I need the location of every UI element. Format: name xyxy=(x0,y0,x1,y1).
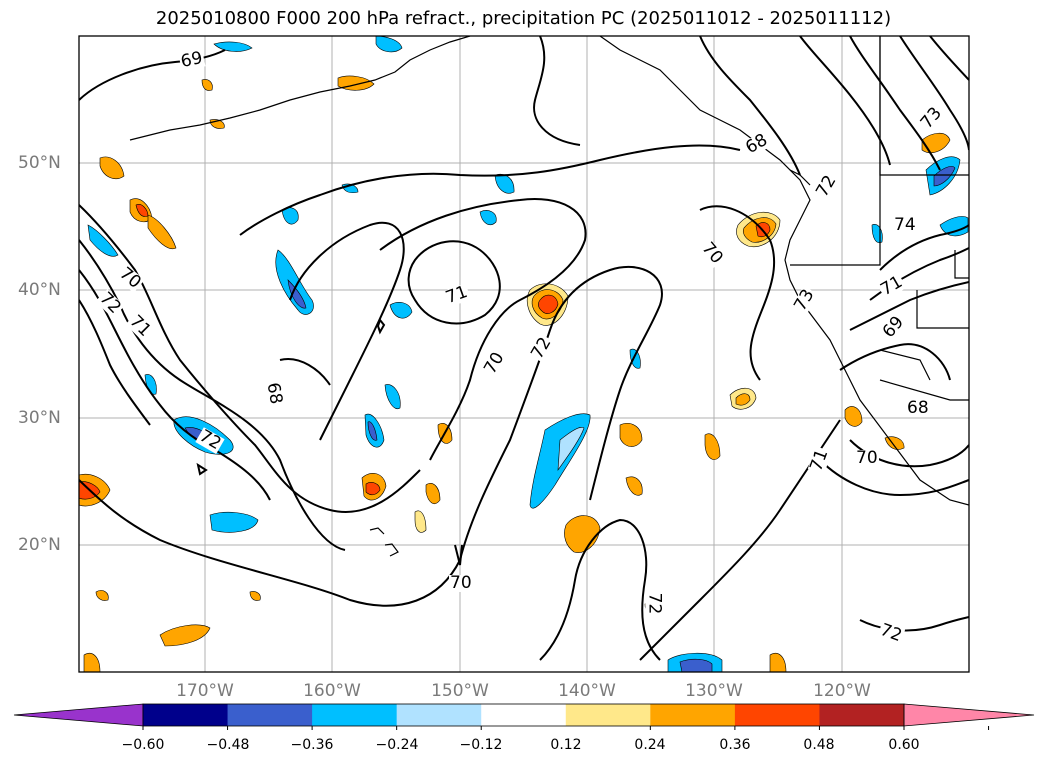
colorbar-swatch xyxy=(312,704,398,726)
contour-label: 68 xyxy=(906,398,930,418)
colorbar-swatch xyxy=(396,704,482,726)
contour-label: 68 xyxy=(262,380,287,407)
colorbar-tick-label: −0.12 xyxy=(459,737,503,753)
contour-label: 69 xyxy=(178,47,206,73)
colorbar-swatch xyxy=(650,704,736,726)
colorbar-tick-label: −0.24 xyxy=(375,737,419,753)
contour-label: 70 xyxy=(855,448,879,468)
lon-label-160w: 160°W xyxy=(303,681,361,701)
map-title: 2025010800 F000 200 hPa refract., precip… xyxy=(155,8,892,29)
lat-label-50n: 50°N xyxy=(18,153,61,173)
colorbar-tick-label: −0.48 xyxy=(206,737,250,753)
contour-label: 74 xyxy=(893,215,917,235)
colorbar-extend-min xyxy=(13,703,144,727)
lat-label-20n: 20°N xyxy=(18,535,61,555)
colorbar-frame xyxy=(142,703,905,727)
lat-label-40n: 40°N xyxy=(18,280,61,300)
colorbar-swatch xyxy=(734,704,820,726)
colorbar-swatch xyxy=(143,704,229,726)
lon-label-170w: 170°W xyxy=(176,681,234,701)
lon-label-150w: 150°W xyxy=(431,681,489,701)
colorbar-swatch xyxy=(565,704,651,726)
colorbar-tick-label: 0.48 xyxy=(803,737,835,753)
colorbar-swatch xyxy=(227,704,313,726)
colorbar-tick-label: 0.24 xyxy=(634,737,666,753)
lon-label-130w: 130°W xyxy=(685,681,743,701)
precip-shading xyxy=(79,36,969,672)
colorbar-tick-label: 0.60 xyxy=(888,737,920,753)
lon-label-120w: 120°W xyxy=(813,681,871,701)
coastlines xyxy=(129,36,969,557)
colorbar-extend-max xyxy=(903,703,1035,727)
map-frame xyxy=(78,35,970,673)
lon-label-140w: 140°W xyxy=(558,681,616,701)
map-panel xyxy=(78,35,970,673)
contour-label: 72 xyxy=(644,591,665,616)
grid-lines xyxy=(79,36,969,672)
contour-label: 70 xyxy=(449,573,473,593)
colorbar-tick-label: 0.12 xyxy=(550,737,582,753)
colorbar-tick-label: 0.36 xyxy=(719,737,751,753)
colorbar-swatch xyxy=(819,704,905,726)
colorbar-tick-label: −0.60 xyxy=(121,737,165,753)
colorbar-tick-label: −0.36 xyxy=(290,737,334,753)
refractivity-contours xyxy=(79,36,969,661)
lat-label-30n: 30°N xyxy=(18,408,61,428)
colorbar-swatch xyxy=(481,704,567,726)
